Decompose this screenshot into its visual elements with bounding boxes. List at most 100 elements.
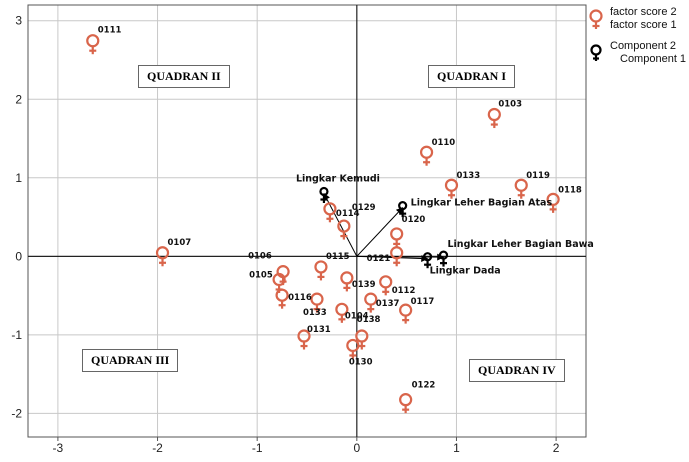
quadrant-iii-label: QUADRAN III [82,349,179,372]
score-point [399,393,413,414]
score-point [86,34,100,55]
score-point-ring [355,329,369,343]
score-label: 0118 [558,185,582,195]
component-label: Lingkar Leher Bagian Atas [411,198,553,209]
score-point [340,271,354,292]
score-label: 0115 [326,252,350,262]
component-label: Lingkar Dada [430,266,501,277]
point-labels: Lingkar Kemudi Lingkar Leher Bagian Atas L… [98,26,594,391]
score-label: 0117 [411,297,435,307]
score-label: 0137 [376,299,400,309]
legend: factor score 2 factor score 1 Component … [588,6,688,74]
score-label: 0131 [307,325,331,335]
y-tick-label: -2 [11,406,22,420]
y-tick-label: -1 [11,328,22,342]
score-point-ring [487,107,501,122]
score-label: 0121 [367,254,391,264]
x-tick-label: -2 [152,441,163,455]
score-label: 0111 [98,26,122,36]
component-point [438,250,449,267]
score-label: 0105 [249,270,273,280]
y-tick-label: 1 [15,171,22,185]
x-tick-label: -1 [252,441,263,455]
score-label: 0122 [412,381,436,391]
score-point [546,192,560,213]
y-tick-label: 3 [15,14,22,28]
score-label: 0129 [352,203,376,213]
score-point-ring [337,219,351,233]
score-point-ring [514,178,528,192]
x-tick-label: 2 [553,441,560,455]
score-point [323,202,337,223]
score-label: 0106 [248,252,272,262]
score-label: 0139 [352,280,376,290]
x-tick-label: 0 [353,441,360,455]
score-label: 0107 [168,238,192,248]
score-label: 0112 [392,286,416,296]
score-point [314,260,328,281]
score-point [155,246,170,267]
score-point-ring [399,393,413,407]
score-label: 0138 [357,315,381,325]
score-point [390,246,404,267]
score-points [86,34,560,414]
x-tick-label: 1 [453,441,460,455]
x-tick-label: -3 [53,441,64,455]
score-point-ring [419,145,434,159]
score-point [297,329,311,350]
score-label: 0116 [288,293,312,303]
score-point [487,107,501,129]
score-point-ring [275,288,289,302]
score-point [355,329,369,350]
score-point-ring [340,271,354,285]
score-label: 0133 [303,308,327,318]
plot-frame [27,4,587,438]
score-point-ring [86,34,100,48]
legend-factor-score-2: factor score 2 [610,6,677,18]
component-label: Lingkar Leher Bagian Bawa [448,239,594,250]
score-label: 0130 [349,357,373,367]
score-point [390,227,404,248]
component-point [422,252,433,269]
legend-component-2: Component 2 [610,40,677,52]
zero-axes [28,5,586,437]
score-label: 0119 [526,171,550,181]
y-tick-label: 2 [15,92,22,106]
score-point [335,302,349,323]
score-point-ring [444,178,459,192]
legend-entry-component: Component 2 Component 1 [588,40,688,74]
component-vector [356,207,404,257]
score-label: 0103 [498,100,522,110]
score-point [379,275,393,296]
y-tick-label: 0 [15,249,22,263]
score-label: 0110 [432,138,456,148]
score-point [364,292,378,313]
quadrant-i-label: QUADRAN I [428,65,515,88]
component-marker-icon [590,44,602,61]
factor-score-marker-icon [589,9,603,29]
score-point-ring [314,260,328,274]
score-label: 0120 [402,215,426,225]
legend-entry-factor-score: factor score 2 factor score 1 [588,6,688,40]
score-point [275,288,289,309]
component-point-ring [398,201,408,211]
tick-labels: -3 -2 -1 0 1 2 3 2 1 0 -1 -2 [11,14,559,455]
score-point [514,178,528,199]
quadrant-ii-label: QUADRAN II [138,65,230,88]
score-point-ring [399,303,413,317]
score-point-ring [390,227,404,241]
component-point-ring [319,186,329,197]
component-point-ring [438,250,449,260]
legend-component-1: Component 1 [620,53,687,65]
score-label: 0133 [456,171,480,181]
score-point [337,219,351,240]
score-point-ring [379,275,393,289]
score-point [419,145,434,166]
score-point-ring [310,292,324,306]
quadrant-iv-label: QUADRAN IV [469,359,565,382]
component-label: Lingkar Kemudi [296,174,380,185]
score-point [444,178,459,199]
component-point [319,186,329,204]
legend-factor-score-1: factor score 1 [610,19,677,31]
